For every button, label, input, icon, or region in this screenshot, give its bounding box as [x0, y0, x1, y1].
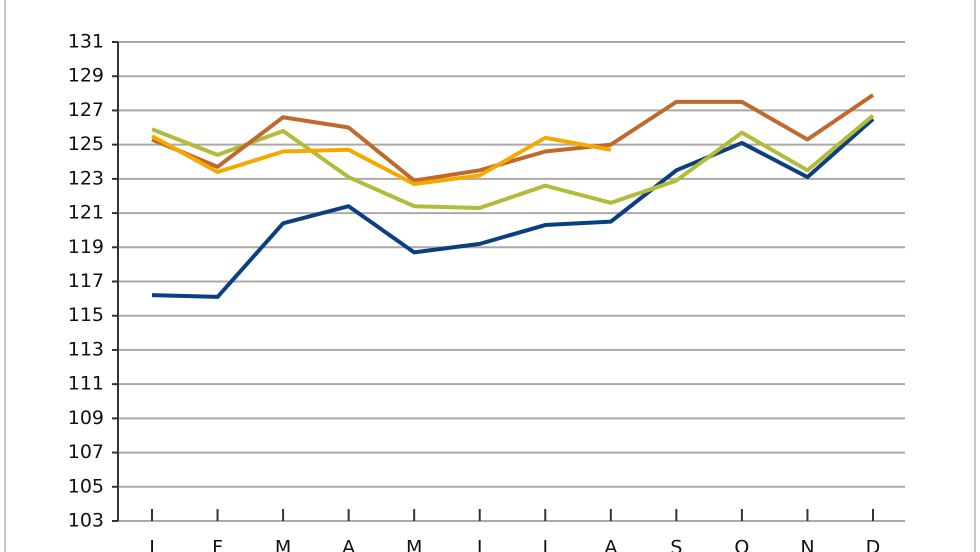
- y-tick-label: 111: [68, 373, 104, 395]
- x-tick-label: S: [670, 537, 682, 552]
- x-tick-label: J: [541, 537, 548, 552]
- y-tick-label: 109: [68, 407, 104, 429]
- y-tick-label: 105: [68, 475, 104, 497]
- x-tick-label: O: [734, 537, 749, 552]
- series-line: [151, 134, 612, 186]
- y-tick-label: 107: [68, 441, 104, 463]
- series-line: [151, 93, 875, 183]
- x-tick-label: A: [604, 537, 617, 552]
- y-tick-label: 119: [68, 236, 104, 258]
- y-tick-label: 127: [68, 99, 104, 121]
- y-tick-label: 113: [68, 338, 104, 360]
- y-tick-label: 115: [68, 304, 104, 326]
- y-tick-label: 121: [68, 202, 104, 224]
- x-tick-label: F: [212, 537, 223, 552]
- x-tick-label: M: [406, 537, 422, 552]
- x-tick-label: A: [342, 537, 355, 552]
- series-line: [151, 114, 875, 210]
- series-line: [151, 117, 875, 299]
- x-tick-label: J: [476, 537, 483, 552]
- y-tick-label: 125: [68, 133, 104, 155]
- y-tick-label: 103: [68, 510, 104, 532]
- x-tick-label: N: [800, 537, 814, 552]
- y-tick-label: 131: [68, 31, 104, 53]
- y-tick-label: 117: [68, 270, 104, 292]
- y-tick-label: 129: [68, 65, 104, 87]
- x-tick-label: M: [275, 537, 291, 552]
- x-tick-label: D: [866, 537, 881, 552]
- x-tick-label: J: [148, 537, 155, 552]
- y-tick-label: 123: [68, 167, 104, 189]
